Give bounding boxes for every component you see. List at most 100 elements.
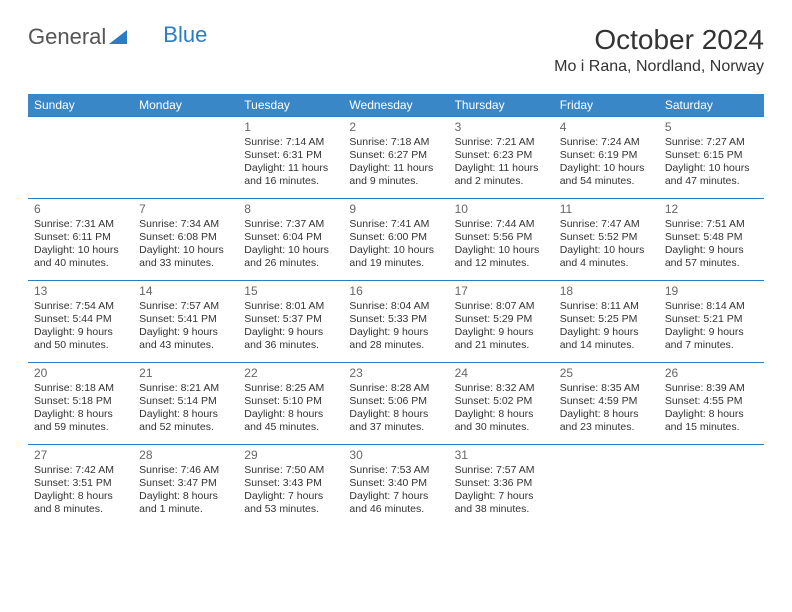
day-info-line: Sunset: 3:51 PM [34, 477, 127, 490]
calendar-cell [133, 117, 238, 199]
day-info-line: Sunrise: 7:46 AM [139, 464, 232, 477]
day-info-line: Sunset: 5:33 PM [349, 313, 442, 326]
day-info-line: and 4 minutes. [560, 257, 653, 270]
day-info-line: and 43 minutes. [139, 339, 232, 352]
day-info-line: Sunrise: 7:18 AM [349, 136, 442, 149]
day-info-line: Sunrise: 7:42 AM [34, 464, 127, 477]
calendar-cell: 16Sunrise: 8:04 AMSunset: 5:33 PMDayligh… [343, 281, 448, 363]
calendar-cell: 27Sunrise: 7:42 AMSunset: 3:51 PMDayligh… [28, 445, 133, 527]
day-info-line: and 26 minutes. [244, 257, 337, 270]
calendar-week: 1Sunrise: 7:14 AMSunset: 6:31 PMDaylight… [28, 117, 764, 199]
day-info-line: Sunset: 5:21 PM [665, 313, 758, 326]
day-number: 23 [349, 366, 442, 381]
day-number: 12 [665, 202, 758, 217]
day-info-line: and 1 minute. [139, 503, 232, 516]
day-info-line: Daylight: 11 hours [349, 162, 442, 175]
day-info-line: Sunset: 3:36 PM [455, 477, 548, 490]
day-info-line: and 9 minutes. [349, 175, 442, 188]
day-info-line: Sunset: 5:37 PM [244, 313, 337, 326]
day-number: 14 [139, 284, 232, 299]
day-info-line: Daylight: 8 hours [455, 408, 548, 421]
day-info-line: Sunrise: 8:25 AM [244, 382, 337, 395]
day-header: Saturday [659, 94, 764, 117]
day-info-line: Daylight: 9 hours [34, 326, 127, 339]
calendar-cell: 22Sunrise: 8:25 AMSunset: 5:10 PMDayligh… [238, 363, 343, 445]
day-info-line: and 12 minutes. [455, 257, 548, 270]
calendar-cell: 8Sunrise: 7:37 AMSunset: 6:04 PMDaylight… [238, 199, 343, 281]
day-number: 7 [139, 202, 232, 217]
day-info-line: Sunset: 5:06 PM [349, 395, 442, 408]
calendar-cell: 14Sunrise: 7:57 AMSunset: 5:41 PMDayligh… [133, 281, 238, 363]
day-info-line: Sunrise: 8:18 AM [34, 382, 127, 395]
day-info-line: Daylight: 8 hours [139, 490, 232, 503]
day-info-line: Daylight: 8 hours [244, 408, 337, 421]
day-info-line: and 54 minutes. [560, 175, 653, 188]
day-info-line: Sunrise: 7:14 AM [244, 136, 337, 149]
day-number: 24 [455, 366, 548, 381]
day-number: 3 [455, 120, 548, 135]
calendar-cell: 24Sunrise: 8:32 AMSunset: 5:02 PMDayligh… [449, 363, 554, 445]
calendar-cell: 17Sunrise: 8:07 AMSunset: 5:29 PMDayligh… [449, 281, 554, 363]
day-info-line: Sunrise: 7:44 AM [455, 218, 548, 231]
day-info-line: and 36 minutes. [244, 339, 337, 352]
day-info-line: Daylight: 10 hours [560, 244, 653, 257]
day-info-line: Sunset: 6:00 PM [349, 231, 442, 244]
calendar-body: 1Sunrise: 7:14 AMSunset: 6:31 PMDaylight… [28, 117, 764, 527]
calendar-cell: 7Sunrise: 7:34 AMSunset: 6:08 PMDaylight… [133, 199, 238, 281]
day-info-line: and 8 minutes. [34, 503, 127, 516]
day-header: Friday [554, 94, 659, 117]
day-number: 30 [349, 448, 442, 463]
calendar-cell: 19Sunrise: 8:14 AMSunset: 5:21 PMDayligh… [659, 281, 764, 363]
day-info-line: Sunrise: 7:24 AM [560, 136, 653, 149]
day-info-line: Sunrise: 7:47 AM [560, 218, 653, 231]
day-info-line: Daylight: 9 hours [244, 326, 337, 339]
day-number: 22 [244, 366, 337, 381]
day-info-line: Sunset: 5:44 PM [34, 313, 127, 326]
day-info-line: and 19 minutes. [349, 257, 442, 270]
day-info-line: Sunrise: 7:21 AM [455, 136, 548, 149]
day-number: 19 [665, 284, 758, 299]
day-header: Monday [133, 94, 238, 117]
day-info-line: Sunset: 5:29 PM [455, 313, 548, 326]
day-info-line: Sunrise: 8:04 AM [349, 300, 442, 313]
day-number: 6 [34, 202, 127, 217]
calendar-cell: 1Sunrise: 7:14 AMSunset: 6:31 PMDaylight… [238, 117, 343, 199]
day-info-line: and 52 minutes. [139, 421, 232, 434]
calendar-cell: 12Sunrise: 7:51 AMSunset: 5:48 PMDayligh… [659, 199, 764, 281]
day-info-line: Sunset: 6:27 PM [349, 149, 442, 162]
day-info-line: Sunrise: 7:57 AM [455, 464, 548, 477]
logo: General Blue [28, 24, 207, 50]
day-info-line: Daylight: 10 hours [139, 244, 232, 257]
calendar-week: 20Sunrise: 8:18 AMSunset: 5:18 PMDayligh… [28, 363, 764, 445]
day-info-line: and 57 minutes. [665, 257, 758, 270]
calendar-cell: 26Sunrise: 8:39 AMSunset: 4:55 PMDayligh… [659, 363, 764, 445]
day-info-line: Daylight: 9 hours [665, 326, 758, 339]
day-info-line: Sunset: 5:52 PM [560, 231, 653, 244]
title-block: October 2024 Mo i Rana, Nordland, Norway [554, 24, 764, 76]
day-number: 17 [455, 284, 548, 299]
day-info-line: Daylight: 10 hours [665, 162, 758, 175]
day-info-line: Sunrise: 7:37 AM [244, 218, 337, 231]
day-info-line: and 38 minutes. [455, 503, 548, 516]
day-info-line: Daylight: 10 hours [560, 162, 653, 175]
calendar-cell: 30Sunrise: 7:53 AMSunset: 3:40 PMDayligh… [343, 445, 448, 527]
calendar-cell: 31Sunrise: 7:57 AMSunset: 3:36 PMDayligh… [449, 445, 554, 527]
day-header: Tuesday [238, 94, 343, 117]
calendar-cell [554, 445, 659, 527]
day-info-line: Sunrise: 7:51 AM [665, 218, 758, 231]
day-info-line: and 50 minutes. [34, 339, 127, 352]
calendar-table: SundayMondayTuesdayWednesdayThursdayFrid… [28, 94, 764, 527]
day-info-line: Sunrise: 8:14 AM [665, 300, 758, 313]
calendar-cell: 23Sunrise: 8:28 AMSunset: 5:06 PMDayligh… [343, 363, 448, 445]
day-info-line: Sunrise: 7:27 AM [665, 136, 758, 149]
day-number: 11 [560, 202, 653, 217]
calendar-cell: 29Sunrise: 7:50 AMSunset: 3:43 PMDayligh… [238, 445, 343, 527]
calendar-cell: 28Sunrise: 7:46 AMSunset: 3:47 PMDayligh… [133, 445, 238, 527]
day-info-line: Sunrise: 8:11 AM [560, 300, 653, 313]
calendar-cell: 4Sunrise: 7:24 AMSunset: 6:19 PMDaylight… [554, 117, 659, 199]
day-info-line: Daylight: 9 hours [665, 244, 758, 257]
day-info-line: Daylight: 10 hours [455, 244, 548, 257]
calendar-cell: 10Sunrise: 7:44 AMSunset: 5:56 PMDayligh… [449, 199, 554, 281]
location: Mo i Rana, Nordland, Norway [554, 58, 764, 76]
day-number: 1 [244, 120, 337, 135]
